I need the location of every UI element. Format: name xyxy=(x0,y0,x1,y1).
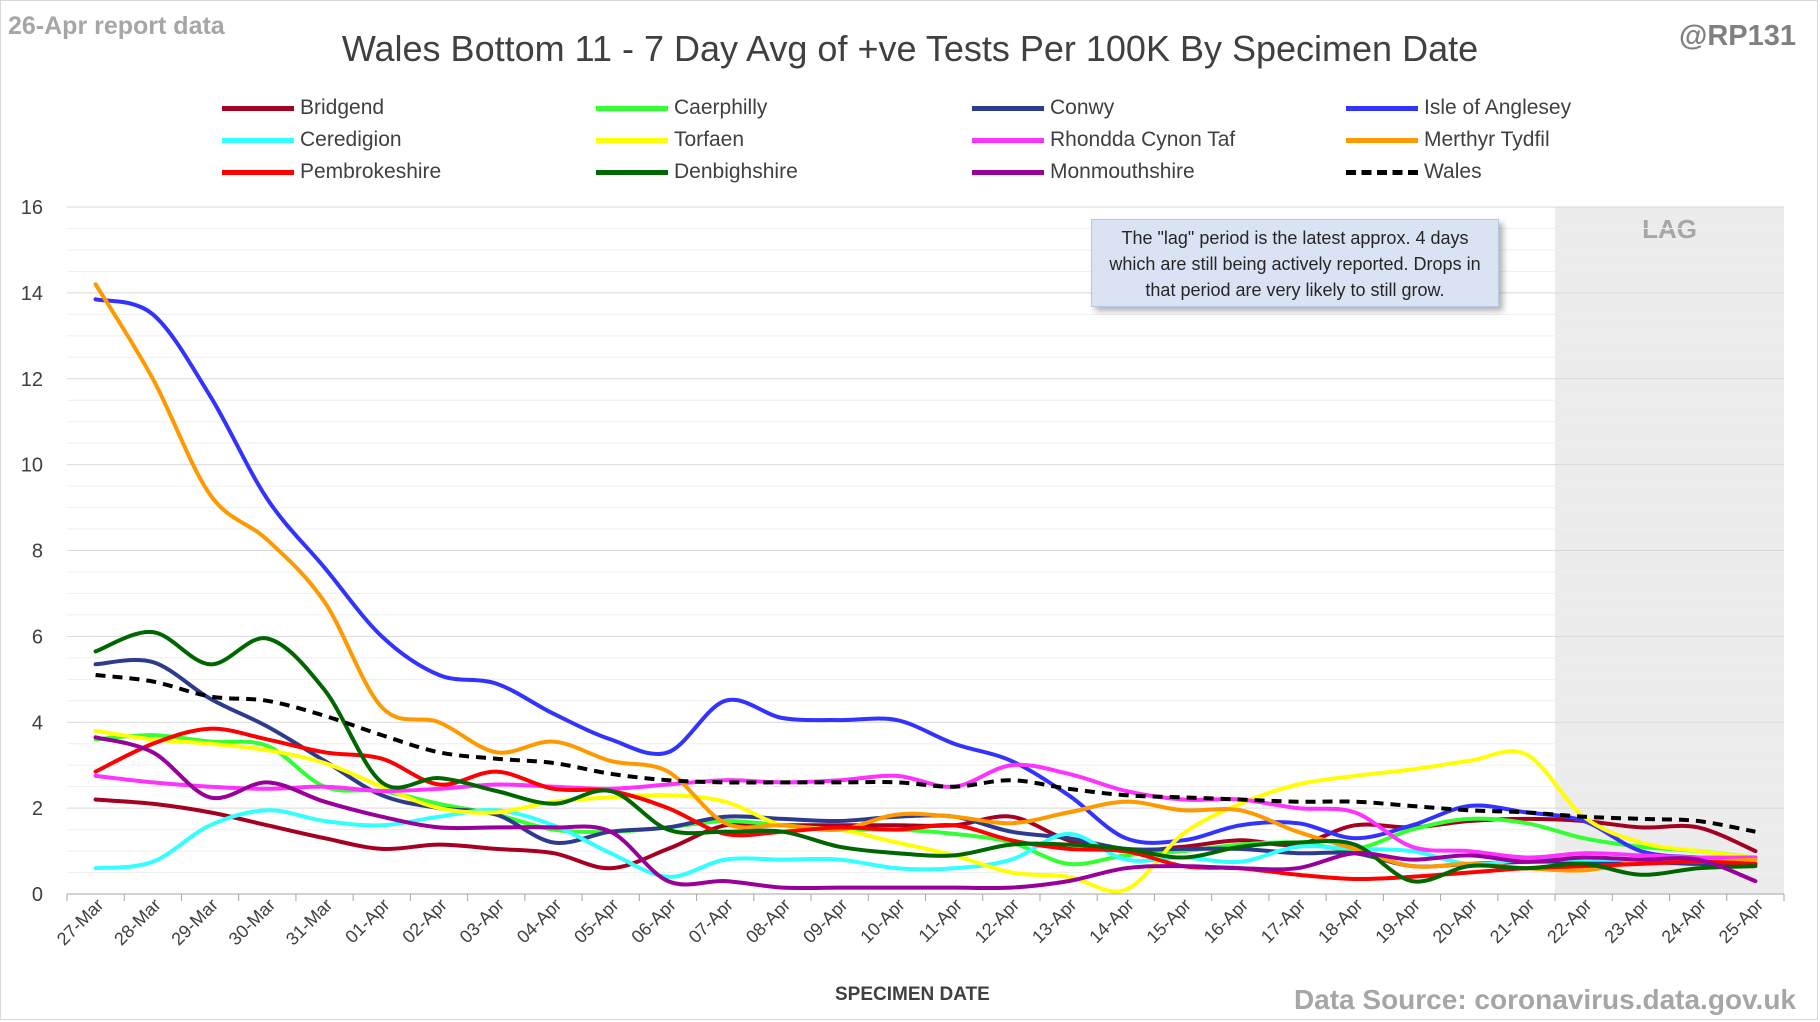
legend-swatch xyxy=(1346,169,1418,175)
x-tick-label: 21-Apr xyxy=(1486,895,1538,947)
lag-label: LAG xyxy=(1642,214,1697,244)
x-tick-label: 17-Apr xyxy=(1257,895,1309,947)
x-tick-label: 13-Apr xyxy=(1028,895,1080,947)
series-line-torfaen xyxy=(93,728,1758,894)
legend-item-wales: Wales xyxy=(1346,156,1482,188)
legend-label: Conwy xyxy=(1050,96,1115,119)
x-tick-label: 29-Mar xyxy=(167,895,221,949)
author-handle: @RP131 xyxy=(1679,20,1796,52)
y-tick-label: 6 xyxy=(32,626,43,648)
legend-item-conwy: Conwy xyxy=(972,92,1114,124)
x-tick-label: 06-Apr xyxy=(627,895,679,947)
x-tick-label: 15-Apr xyxy=(1143,895,1195,947)
legend-swatch xyxy=(596,137,668,143)
x-tick-label: 03-Apr xyxy=(456,895,508,947)
axes: 0 2 4 6 8 10 12 14 16 27-Mar 28-Mar 29-Mar 30-Mar 31-… xyxy=(21,197,1785,949)
series-line-denbighshire xyxy=(93,630,1758,884)
legend-swatch xyxy=(222,105,294,111)
series-line-merthyr-tydfil xyxy=(93,282,1758,873)
report-date-label: 26-Apr report data xyxy=(8,12,225,40)
legend-label: Isle of Anglesey xyxy=(1424,96,1572,119)
legend-item-rhondda-cynon-taf: Rhondda Cynon Taf xyxy=(972,124,1235,156)
x-tick-label: 22-Apr xyxy=(1543,895,1595,947)
legend-label: Denbighshire xyxy=(674,160,798,183)
x-tick-label: 19-Apr xyxy=(1371,895,1423,947)
legend-item-ceredigion: Ceredigion xyxy=(222,124,402,156)
legend-label: Caerphilly xyxy=(674,96,768,119)
legend-item-caerphilly: Caerphilly xyxy=(596,92,767,124)
data-source: Data Source: coronavirus.data.gov.uk xyxy=(1293,984,1796,1015)
y-tick-label: 16 xyxy=(21,197,43,219)
x-tick-label: 16-Apr xyxy=(1200,895,1252,947)
legend-item-pembrokeshire: Pembrokeshire xyxy=(222,156,441,188)
legend-swatch xyxy=(1346,105,1418,111)
legend-item-isle-of-anglesey: Isle of Anglesey xyxy=(1346,92,1571,124)
legend-label: Pembrokeshire xyxy=(300,160,442,183)
y-tick-label: 14 xyxy=(21,283,43,305)
x-axis-label: SPECIMEN DATE xyxy=(835,984,990,1005)
legend-swatch xyxy=(222,137,294,143)
series-line-monmouthshire xyxy=(93,735,1758,891)
legend-label: Rhondda Cynon Taf xyxy=(1050,128,1236,151)
series-lines xyxy=(93,282,1758,894)
x-tick-label: 07-Apr xyxy=(685,895,737,947)
x-tick-label: 08-Apr xyxy=(742,895,794,947)
x-tick-label: 31-Mar xyxy=(282,895,336,949)
x-tick-label: 14-Apr xyxy=(1085,895,1137,947)
y-tick-label: 8 xyxy=(32,541,43,563)
y-tick-label: 2 xyxy=(32,798,43,820)
x-tick-label: 04-Apr xyxy=(513,895,565,947)
legend-label: Wales xyxy=(1424,160,1482,183)
chart-title: Wales Bottom 11 - 7 Day Avg of +ve Tests… xyxy=(341,28,1479,69)
x-tick-label: 05-Apr xyxy=(570,895,622,947)
y-tick-label: 10 xyxy=(21,455,43,477)
x-tick-label: 20-Apr xyxy=(1429,895,1481,947)
y-tick-label: 0 xyxy=(32,884,43,906)
series-line-wales xyxy=(95,673,1756,834)
x-tick-label: 02-Apr xyxy=(398,895,450,947)
x-tick-label: 11-Apr xyxy=(915,895,966,946)
x-tick-label: 30-Mar xyxy=(225,895,279,949)
legend-swatch xyxy=(596,105,668,111)
legend-item-denbighshire: Denbighshire xyxy=(596,156,798,188)
legend-label: Monmouthshire xyxy=(1050,160,1195,183)
x-tick-label: 18-Apr xyxy=(1314,895,1366,947)
legend-item-bridgend: Bridgend xyxy=(222,92,384,124)
legend-swatch xyxy=(222,169,294,175)
series-line-rhondda-cynon-taf xyxy=(93,762,1758,860)
series-line-isle-of-anglesey xyxy=(93,297,1758,862)
x-tick-label: 24-Apr xyxy=(1658,895,1710,947)
y-tick-label: 12 xyxy=(21,369,43,391)
x-tick-label: 10-Apr xyxy=(856,895,908,947)
legend-label: Torfaen xyxy=(674,128,745,151)
x-tick-label: 23-Apr xyxy=(1600,895,1652,947)
series-line-conwy xyxy=(93,657,1758,869)
legend-swatch xyxy=(972,105,1044,111)
gridlines xyxy=(67,206,1784,895)
legend-item-merthyr-tydfil: Merthyr Tydfil xyxy=(1346,124,1550,156)
lag-note: The "lag" period is the latest approx. 4… xyxy=(1091,219,1499,307)
legend-item-monmouthshire: Monmouthshire xyxy=(972,156,1195,188)
legend-swatch xyxy=(972,169,1044,175)
series-line-pembrokeshire xyxy=(93,726,1758,882)
x-tick-label: 28-Mar xyxy=(110,895,164,949)
y-tick-label: 4 xyxy=(32,712,43,734)
legend-label: Merthyr Tydfil xyxy=(1424,128,1550,151)
legend-label: Bridgend xyxy=(300,96,385,119)
legend-swatch xyxy=(1346,137,1418,143)
legend-swatch xyxy=(972,137,1044,143)
legend-swatch xyxy=(596,169,668,175)
legend-label: Ceredigion xyxy=(300,128,402,151)
x-tick-label: 27-Mar xyxy=(53,895,107,949)
x-tick-label: 09-Apr xyxy=(799,895,851,947)
legend-item-torfaen: Torfaen xyxy=(596,124,744,156)
x-tick-label: 12-Apr xyxy=(971,895,1023,947)
x-tick-label: 01-Apr xyxy=(341,895,393,947)
x-tick-label: 25-Apr xyxy=(1715,895,1767,947)
